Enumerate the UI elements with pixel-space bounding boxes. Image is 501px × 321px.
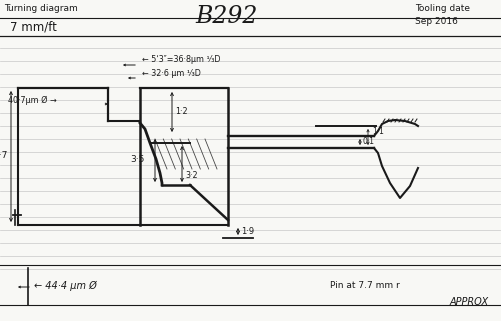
Text: ← 44·4 μm Ø: ← 44·4 μm Ø	[34, 281, 97, 291]
Text: Tooling date: Tooling date	[414, 4, 469, 13]
Text: B292: B292	[194, 5, 257, 28]
Text: 1·2: 1·2	[175, 108, 187, 117]
Text: ← 5‘3″=36·8μm ¹⁄₃D: ← 5‘3″=36·8μm ¹⁄₃D	[142, 56, 220, 65]
Text: 40·7μm Ø →: 40·7μm Ø →	[8, 95, 57, 105]
Text: 7 mm/ft: 7 mm/ft	[10, 20, 57, 33]
Text: 1·1: 1·1	[371, 126, 383, 135]
Text: Sep 2016: Sep 2016	[414, 17, 457, 26]
Text: Turning diagram: Turning diagram	[4, 4, 78, 13]
Text: 3·2: 3·2	[185, 170, 197, 179]
Text: Pin at 7.7 mm r: Pin at 7.7 mm r	[329, 282, 399, 291]
Text: 5·7: 5·7	[0, 152, 8, 160]
Text: 3·5: 3·5	[130, 155, 145, 164]
Text: APPROX: APPROX	[449, 297, 488, 307]
Text: ← 32·6 μm ¹⁄₃D: ← 32·6 μm ¹⁄₃D	[142, 68, 200, 77]
Text: 1·9: 1·9	[240, 227, 254, 236]
Text: 0·1: 0·1	[362, 137, 374, 146]
